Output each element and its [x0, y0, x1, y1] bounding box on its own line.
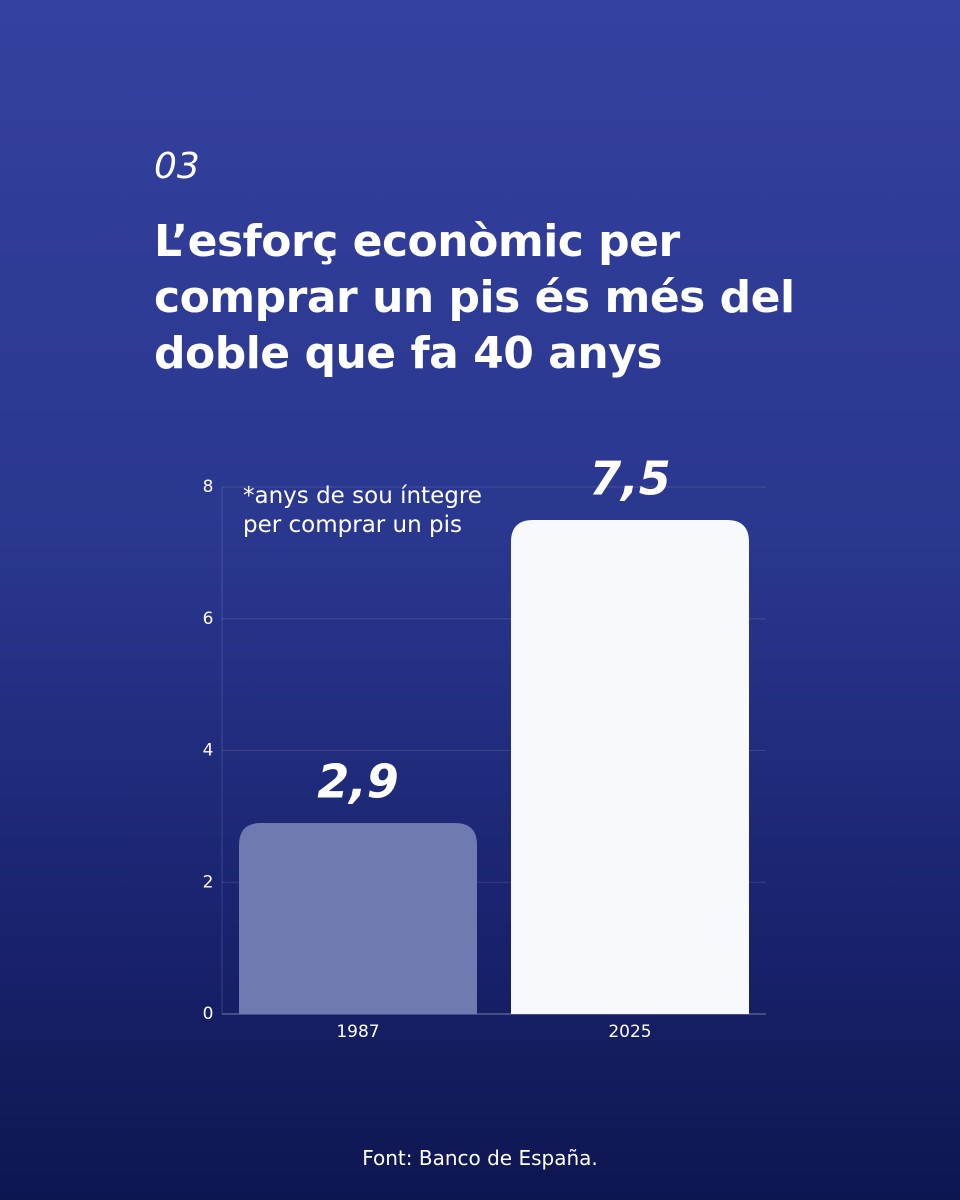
x-tick-label: 1987 [336, 1022, 379, 1042]
value-label: 7,5 [589, 451, 671, 505]
bar [511, 519, 749, 1014]
bar [239, 822, 477, 1014]
source: Font: Banco de España. [362, 1146, 598, 1170]
y-tick-label: 8 [203, 477, 214, 497]
y-tick-label: 0 [203, 1004, 214, 1024]
kicker: 03 [154, 146, 200, 187]
value-label: 2,9 [317, 754, 399, 808]
chart-title: L’esforç econòmic per comprar un pis és … [154, 216, 795, 379]
y-tick-label: 4 [203, 741, 214, 761]
y-tick-label: 6 [203, 609, 214, 629]
y-tick-label: 2 [203, 872, 214, 892]
annotation: *anys de sou íntegre per comprar un pis [243, 483, 482, 538]
x-tick-label: 2025 [608, 1022, 651, 1042]
